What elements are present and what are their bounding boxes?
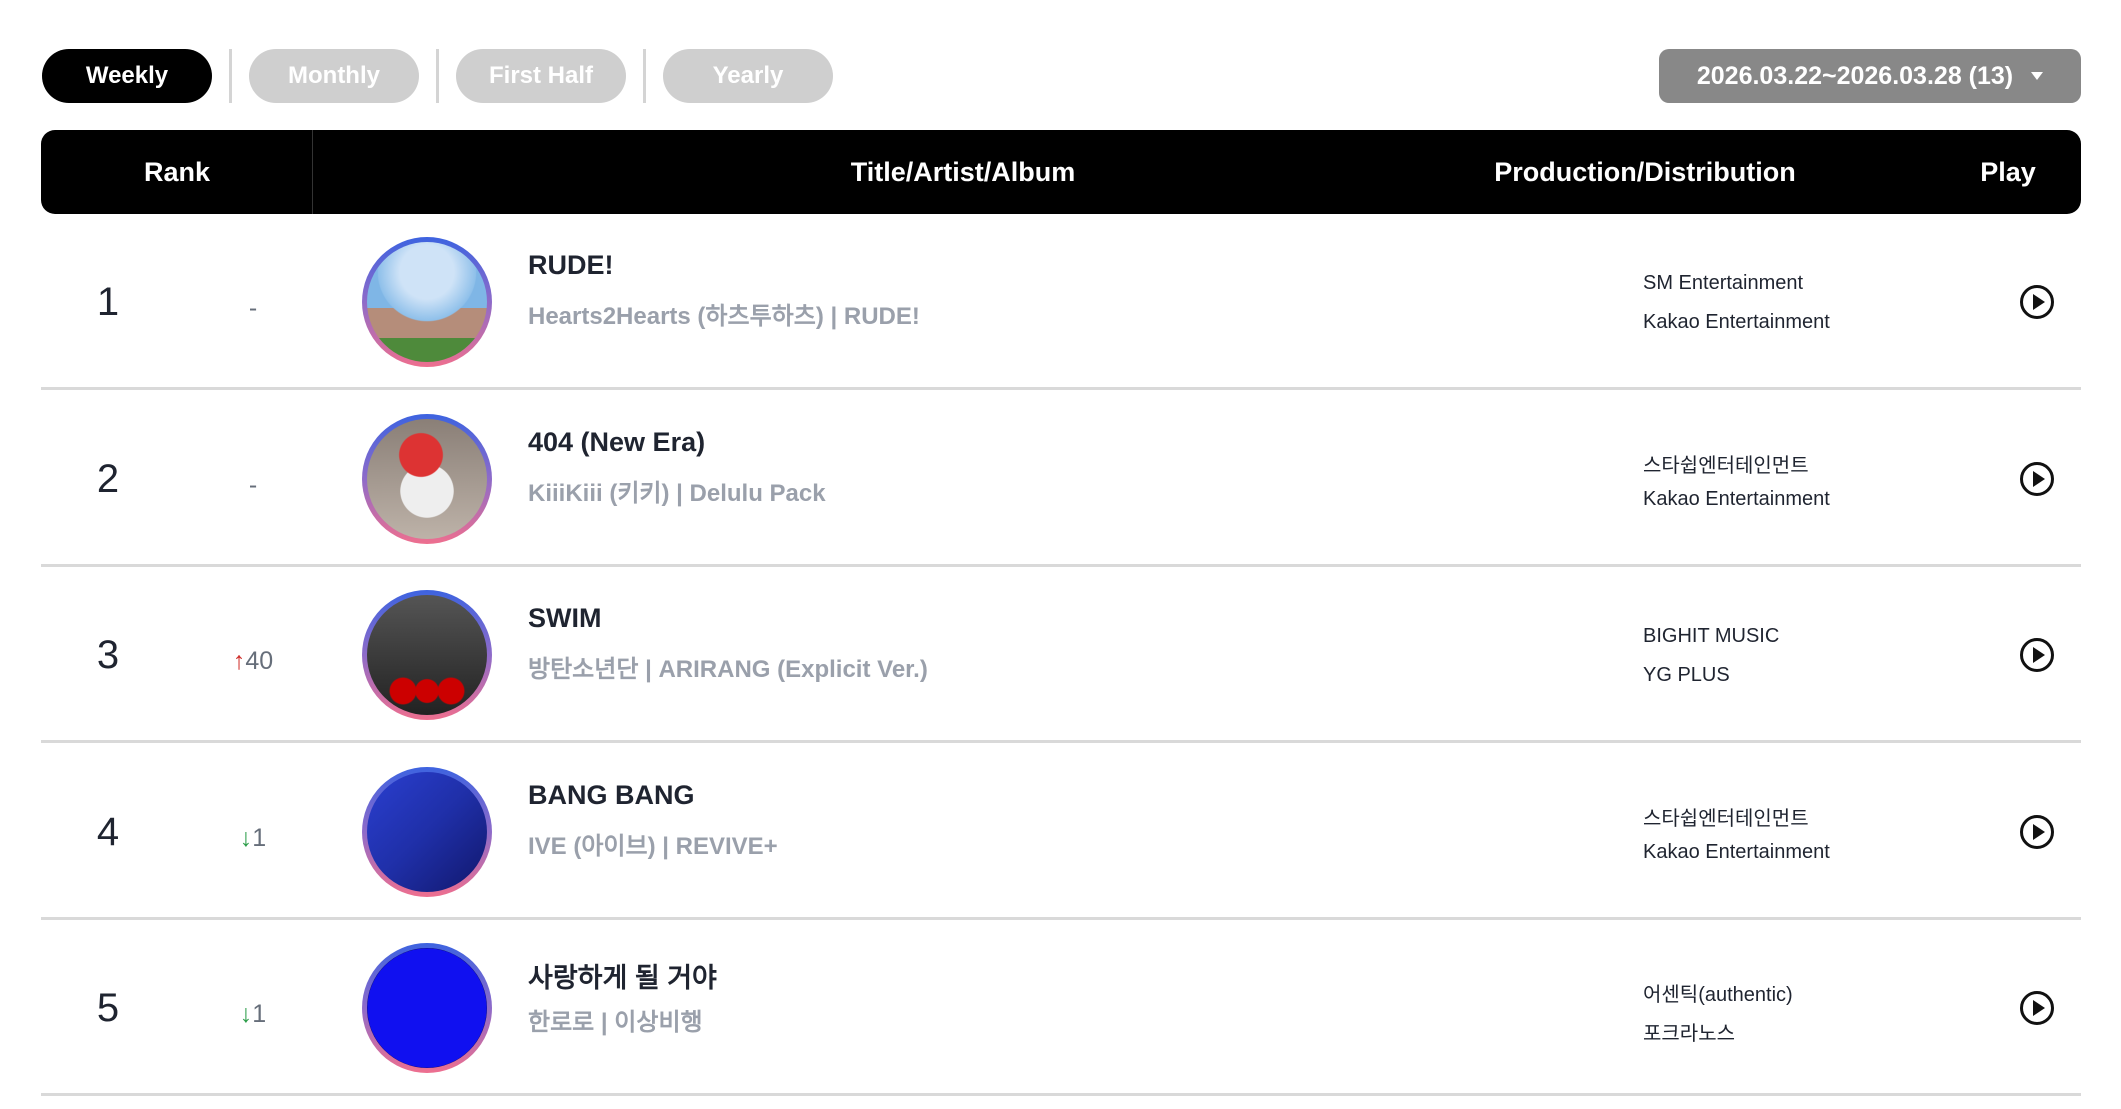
chart-row: 4 ↓1 BANG BANG IVE (아이브) | REVIVE+ 스타쉽엔터… [41, 744, 2081, 920]
tab-monthly[interactable]: Monthly [249, 49, 419, 103]
album-art-image [367, 595, 487, 715]
play-button-icon[interactable] [2020, 461, 2054, 496]
chart-row: 1 - RUDE! Hearts2Hearts (하츠투하츠) | RUDE! … [41, 214, 2081, 390]
song-title[interactable]: SWIM [528, 603, 602, 633]
album-art-image [367, 242, 487, 362]
chart-row: 5 ↓1 사랑하게 될 거야 한로로 | 이상비행 어센틱(authentic)… [41, 920, 2081, 1096]
production-company: 스타쉽엔터테인먼트 [1643, 454, 1809, 477]
song-title[interactable]: 404 (New Era) [528, 426, 706, 457]
album-art[interactable] [362, 237, 492, 367]
album-art-image [367, 418, 487, 539]
distribution-company: 포크라노스 [1643, 1023, 1735, 1045]
distribution-company: Kakao Entertainment [1643, 840, 1830, 863]
artist-album[interactable]: Hearts2Hearts (하츠투하츠) | RUDE! [528, 303, 920, 330]
period-tabs: Weekly Monthly First Half Yearly [42, 49, 833, 103]
rank-change: - [249, 397, 257, 573]
song-title[interactable]: BANG BANG [528, 779, 695, 810]
rank-change: - [249, 220, 257, 396]
album-art[interactable] [362, 590, 492, 720]
rank-change: ↓1 [240, 926, 266, 1102]
production-company: 어센틱(authentic) [1643, 984, 1793, 1006]
arrow-up-icon: ↑ [232, 647, 246, 675]
rank-value: 5 [96, 986, 120, 1030]
distribution-company: YG PLUS [1643, 664, 1730, 686]
album-art-image [367, 948, 487, 1068]
production-company: BIGHIT MUSIC [1643, 625, 1780, 647]
date-range-dropdown[interactable]: 2026.03.22~2026.03.28 (13) [1659, 49, 2081, 103]
play-button-icon[interactable] [2020, 814, 2054, 849]
tab-yearly[interactable]: Yearly [663, 49, 833, 103]
distribution-company: Kakao Entertainment [1643, 487, 1830, 510]
rank-change-value: 40 [245, 647, 274, 675]
header-production: Production/Distribution [1494, 157, 1796, 187]
header-divider [312, 130, 313, 214]
header-rank: Rank [143, 157, 211, 187]
header-title: Title/Artist/Album [850, 157, 1076, 187]
rank-value: 1 [96, 280, 120, 324]
artist-album[interactable]: 방탄소년단 | ARIRANG (Explicit Ver.) [528, 656, 928, 683]
rank-value: 4 [96, 809, 120, 854]
album-art[interactable] [362, 766, 492, 897]
header-play: Play [1980, 157, 2036, 187]
song-title[interactable]: RUDE! [528, 250, 614, 280]
date-range-value: 2026.03.22~2026.03.28 (13) [1696, 61, 2014, 90]
rank-value: 2 [96, 456, 120, 501]
tab-divider [436, 49, 439, 103]
rank-change: ↓1 [240, 750, 266, 926]
distribution-company: Kakao Entertainment [1643, 311, 1830, 333]
song-title[interactable]: 사랑하게 될 거야 [528, 963, 717, 993]
chart-row: 3 ↑40 SWIM 방탄소년단 | ARIRANG (Explicit Ver… [41, 567, 2081, 743]
rank-change-value: - [248, 294, 258, 322]
play-button-icon[interactable] [2020, 638, 2054, 672]
album-art[interactable] [362, 943, 492, 1073]
rank-change-value: - [248, 470, 258, 499]
rank-change-value: 1 [252, 823, 267, 852]
rank-change-value: 1 [252, 1000, 267, 1028]
play-button-icon[interactable] [2020, 991, 2054, 1025]
tab-weekly[interactable]: Weekly [42, 49, 212, 103]
rank-value: 3 [96, 633, 120, 677]
artist-album[interactable]: IVE (아이브) | REVIVE+ [528, 832, 778, 860]
caret-down-icon [2031, 72, 2044, 80]
arrow-down-icon: ↓ [239, 823, 253, 852]
tab-first-half[interactable]: First Half [456, 49, 626, 103]
table-header: Rank Title/Artist/Album Production/Distr… [41, 130, 2081, 214]
production-company: SM Entertainment [1643, 272, 1804, 294]
tab-divider [643, 49, 646, 103]
arrow-down-icon: ↓ [239, 1000, 253, 1028]
album-art[interactable] [362, 413, 492, 544]
rank-change: ↑40 [233, 573, 273, 749]
chart-row: 2 - 404 (New Era) KiiiKiii (키키) | Delulu… [41, 391, 2081, 567]
tab-divider [229, 49, 232, 103]
artist-album[interactable]: KiiiKiii (키키) | Delulu Pack [528, 479, 826, 507]
play-button-icon[interactable] [2020, 285, 2054, 319]
album-art-image [367, 771, 487, 892]
artist-album[interactable]: 한로로 | 이상비행 [528, 1009, 703, 1036]
production-company: 스타쉽엔터테인먼트 [1643, 807, 1809, 830]
